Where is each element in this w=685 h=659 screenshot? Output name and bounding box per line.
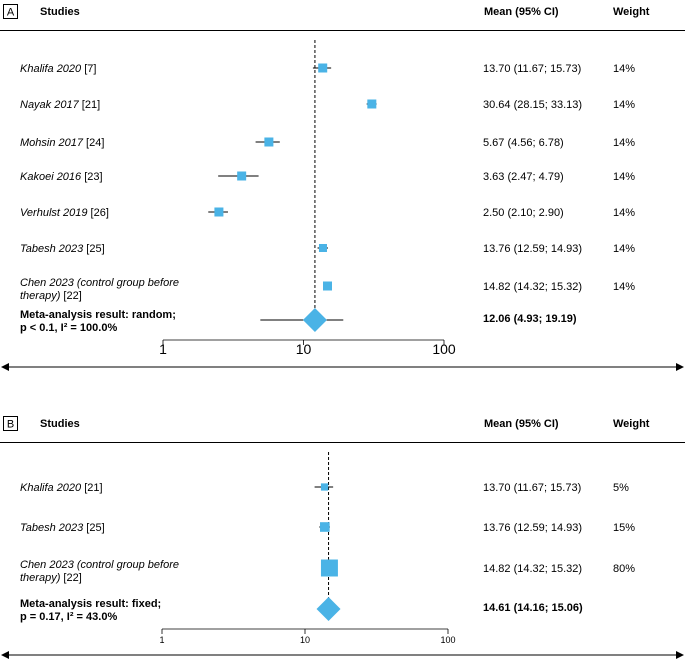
study-label: Khalifa 2020 [7]: [20, 63, 96, 75]
study-point: [318, 244, 327, 252]
panel-label-box: [3, 4, 18, 19]
study-label-line2: therapy) [22]: [20, 290, 82, 302]
summary-stats: p = 0.17, I² = 43.0%: [20, 611, 117, 623]
summary-diamond: [302, 308, 327, 332]
x-tick-label: 1: [159, 341, 167, 357]
study-ci-text: 14.82 (14.32; 15.32): [483, 281, 582, 293]
study-ci-text: 3.63 (2.47; 4.79): [483, 171, 564, 183]
study-label: Kakoei 2016 [23]: [20, 171, 103, 183]
header-weight: Weight: [613, 6, 650, 18]
study-weight: 5%: [613, 482, 629, 494]
summary-label: Meta-analysis result: fixed;: [20, 598, 161, 610]
x-tick-label: 10: [296, 341, 312, 357]
x-tick-label: 100: [440, 635, 455, 645]
study-ci-text: 5.67 (4.56; 6.78): [483, 137, 564, 149]
study-label: Chen 2023 (control group before: [20, 277, 179, 289]
header-mean-ci: Mean (95% CI): [484, 418, 559, 430]
study-label: Khalifa 2020 [21]: [20, 482, 103, 494]
study-weight: 14%: [613, 243, 635, 255]
study-label: Mohsin 2017 [24]: [20, 137, 104, 149]
x-tick-label: 100: [432, 341, 456, 357]
study-label: Chen 2023 (control group before: [20, 559, 179, 571]
study-ci-text: 13.76 (12.59; 14.93): [483, 243, 582, 255]
study-point: [320, 483, 329, 491]
study-weight: 14%: [613, 281, 635, 293]
arrow-right-icon: [676, 651, 684, 659]
summary-ci-text: 14.61 (14.16; 15.06): [483, 602, 583, 614]
study-point: [367, 99, 377, 109]
study-point: [323, 281, 333, 291]
header-weight: Weight: [613, 418, 650, 430]
arrow-right-icon: [676, 363, 684, 371]
study-point: [320, 559, 338, 577]
study-label: Tabesh 2023 [25]: [20, 522, 105, 534]
panel-label: A: [7, 7, 15, 19]
summary-ci-text: 12.06 (4.93; 19.19): [483, 313, 577, 325]
study-point: [214, 207, 224, 217]
x-tick-label: 1: [159, 635, 164, 645]
study-label: Nayak 2017 [21]: [20, 99, 100, 111]
study-weight: 80%: [613, 563, 635, 575]
summary-label: Meta-analysis result: random;: [20, 309, 176, 321]
panel-label-box: [3, 416, 18, 431]
study-ci-text: 14.82 (14.32; 15.32): [483, 563, 582, 575]
study-weight: 14%: [613, 99, 635, 111]
header-mean-ci: Mean (95% CI): [484, 6, 559, 18]
study-label-line2: therapy) [22]: [20, 572, 82, 584]
study-weight: 14%: [613, 137, 635, 149]
study-ci-text: 30.64 (28.15; 33.13): [483, 99, 582, 111]
study-ci-text: 13.70 (11.67; 15.73): [483, 63, 581, 75]
study-label: Tabesh 2023 [25]: [20, 243, 105, 255]
panel-label: B: [7, 419, 14, 431]
study-point: [264, 137, 274, 147]
study-ci-text: 13.76 (12.59; 14.93): [483, 522, 582, 534]
x-tick-label: 10: [300, 635, 310, 645]
study-weight: 15%: [613, 522, 635, 534]
arrow-left-icon: [1, 363, 9, 371]
study-ci-text: 2.50 (2.10; 2.90): [483, 207, 564, 219]
study-point: [320, 522, 330, 532]
header-studies: Studies: [40, 6, 80, 18]
arrow-left-icon: [1, 651, 9, 659]
study-weight: 14%: [613, 171, 635, 183]
summary-diamond: [316, 597, 341, 621]
study-weight: 14%: [613, 63, 635, 75]
study-point: [318, 63, 328, 73]
study-weight: 14%: [613, 207, 635, 219]
study-label: Verhulst 2019 [26]: [20, 207, 109, 219]
study-ci-text: 13.70 (11.67; 15.73): [483, 482, 581, 494]
forest-panel-b: B Studies Mean (95% CI) Weight Khalifa 2020 …: [0, 416, 685, 659]
summary-stats: p < 0.1, I² = 100.0%: [20, 322, 117, 334]
header-studies: Studies: [40, 418, 80, 430]
forest-panel-a: A Studies Mean (95% CI) Weight Khalifa 2020 …: [0, 4, 685, 371]
study-point: [237, 171, 247, 181]
